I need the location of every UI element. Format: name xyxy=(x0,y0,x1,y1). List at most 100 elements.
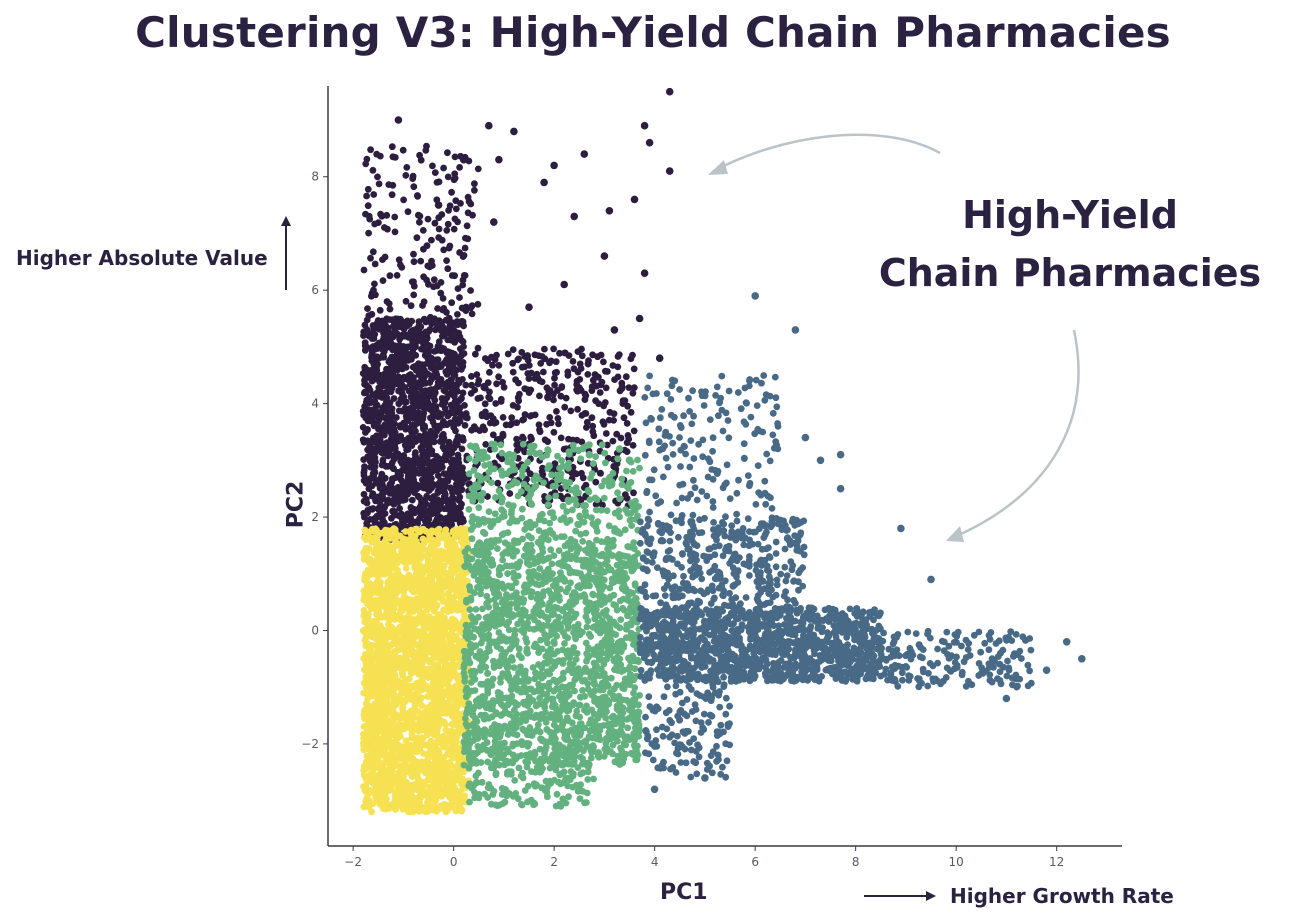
data-point xyxy=(478,410,486,418)
data-point xyxy=(379,317,386,325)
data-point xyxy=(397,476,405,484)
data-point xyxy=(457,395,465,403)
data-point xyxy=(407,640,415,648)
data-point xyxy=(364,556,371,564)
data-point xyxy=(362,710,369,718)
data-point xyxy=(381,224,388,231)
data-point xyxy=(469,211,476,219)
data-point xyxy=(418,694,425,702)
data-point xyxy=(389,683,396,691)
data-point xyxy=(371,618,379,625)
data-point xyxy=(387,592,395,599)
data-point xyxy=(400,637,407,645)
data-point xyxy=(640,269,649,278)
data-point xyxy=(424,215,432,223)
data-point xyxy=(499,414,507,421)
data-point xyxy=(419,610,427,618)
data-point xyxy=(369,166,377,174)
data-point xyxy=(417,156,425,164)
data-point xyxy=(422,404,430,412)
data-point xyxy=(557,434,565,442)
data-point xyxy=(435,338,443,345)
data-point xyxy=(449,688,457,696)
data-point xyxy=(445,391,453,398)
data-point xyxy=(474,395,482,402)
data-point xyxy=(415,211,422,219)
data-point xyxy=(419,535,427,543)
data-point xyxy=(425,590,433,598)
data-point xyxy=(645,138,654,147)
data-point xyxy=(389,363,397,371)
data-point xyxy=(410,662,417,670)
data-point xyxy=(459,155,468,164)
cluster-2-points xyxy=(359,525,473,816)
data-point xyxy=(395,407,403,415)
data-point xyxy=(418,710,426,718)
data-point xyxy=(450,327,458,335)
data-point xyxy=(630,365,638,373)
data-point xyxy=(454,676,461,683)
data-point xyxy=(635,314,644,323)
data-point xyxy=(451,371,459,379)
data-point xyxy=(451,174,459,182)
data-point xyxy=(373,546,380,553)
data-point xyxy=(374,693,382,701)
data-point xyxy=(379,648,387,655)
data-point xyxy=(600,358,607,366)
data-point xyxy=(426,477,434,485)
data-point xyxy=(589,428,597,435)
data-point xyxy=(467,287,474,294)
data-point xyxy=(417,789,425,797)
data-point xyxy=(532,373,540,381)
data-point xyxy=(454,311,461,318)
data-point xyxy=(546,359,553,367)
data-point xyxy=(376,587,384,594)
data-point xyxy=(411,564,419,572)
data-point xyxy=(438,211,446,218)
data-point xyxy=(380,670,387,678)
data-point xyxy=(435,413,442,421)
data-point xyxy=(421,511,429,519)
data-point xyxy=(413,738,421,746)
data-point xyxy=(434,305,441,312)
data-point xyxy=(398,436,406,444)
data-point xyxy=(393,559,401,567)
data-point xyxy=(371,280,378,288)
data-point xyxy=(605,207,614,215)
data-point xyxy=(448,459,455,467)
data-point xyxy=(370,286,377,294)
data-point xyxy=(393,496,400,504)
data-point xyxy=(407,377,415,385)
data-point xyxy=(474,344,482,352)
data-point xyxy=(444,651,451,659)
data-point xyxy=(370,771,378,779)
data-point xyxy=(454,441,461,449)
data-point xyxy=(387,761,395,769)
data-point xyxy=(405,578,413,586)
data-point xyxy=(441,505,448,513)
data-point xyxy=(440,562,448,570)
data-point xyxy=(584,360,592,368)
data-point xyxy=(428,447,436,454)
data-point xyxy=(451,336,459,343)
data-point xyxy=(388,143,396,151)
data-point xyxy=(597,351,605,359)
data-point xyxy=(560,280,568,289)
data-point xyxy=(453,651,461,659)
data-point xyxy=(403,806,411,814)
data-point xyxy=(431,546,439,553)
data-point xyxy=(361,388,369,396)
data-point xyxy=(371,730,378,737)
data-point xyxy=(551,369,559,377)
data-point xyxy=(384,569,392,576)
data-point xyxy=(431,739,439,747)
data-point xyxy=(441,806,449,813)
data-point xyxy=(454,762,461,769)
data-point xyxy=(452,205,460,213)
data-point xyxy=(481,426,488,434)
data-point xyxy=(404,409,412,417)
data-point xyxy=(435,506,443,513)
data-point xyxy=(456,493,464,501)
data-point xyxy=(446,353,453,361)
